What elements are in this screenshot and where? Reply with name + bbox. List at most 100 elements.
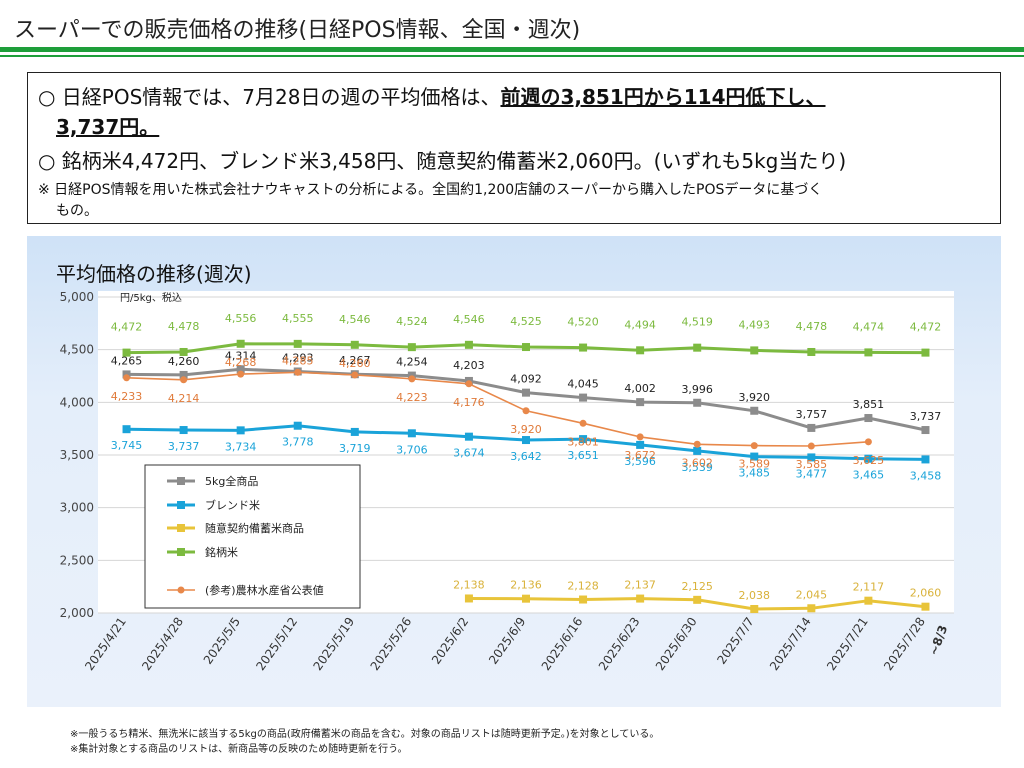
series-point-4: [180, 376, 188, 384]
title-rule-thin: [0, 55, 1024, 57]
data-label-2: 2,128: [567, 580, 599, 593]
footnote-2: ※集計対象とする商品のリストは、新商品等の反映のため随時更新を行う。: [70, 744, 408, 755]
series-point-4: [237, 370, 245, 378]
data-label-0: 4,045: [567, 378, 599, 391]
data-label-3: 4,525: [510, 315, 542, 328]
data-label-4: 4,214: [168, 392, 200, 405]
data-label-2: 2,045: [796, 588, 828, 601]
data-label-0: 4,293: [282, 351, 314, 364]
y-tick-label: 3,500: [60, 448, 94, 462]
series-point-0: [750, 406, 759, 415]
data-label-1: 3,719: [339, 442, 371, 455]
data-label-3: 4,524: [396, 315, 428, 328]
legend-swatch-marker: [177, 477, 185, 485]
data-label-0: 3,996: [681, 383, 713, 396]
series-point-2: [636, 594, 645, 603]
data-label-1: 3,539: [681, 461, 713, 474]
series-point-3: [179, 347, 188, 356]
series-point-3: [122, 348, 131, 357]
data-label-4: 4,176: [453, 396, 485, 409]
series-point-4: [351, 371, 359, 379]
data-label-2: 2,137: [624, 579, 656, 592]
series-point-1: [579, 435, 588, 444]
chart-panel-title: 平均価格の推移(週次): [56, 262, 252, 286]
data-label-3: 4,474: [853, 320, 885, 333]
series-point-2: [807, 604, 816, 613]
series-point-0: [636, 398, 645, 407]
data-label-4: 3,585: [796, 458, 828, 471]
summary-line-1-text: ○ 日経POS情報では、7月28日の週の平均価格は、: [38, 85, 501, 109]
series-point-1: [350, 427, 359, 436]
series-point-3: [579, 343, 588, 352]
legend-label: ブレンド米: [205, 498, 260, 512]
data-label-4: 3,672: [624, 449, 656, 462]
data-label-1: 3,737: [168, 440, 200, 453]
data-label-4: 4,260: [339, 357, 371, 370]
series-point-4: [408, 375, 416, 383]
summary-note-line-2: もの。: [56, 203, 98, 219]
data-label-1: 3,651: [567, 449, 599, 462]
data-label-0: 3,757: [796, 408, 828, 421]
series-point-0: [921, 426, 930, 435]
data-label-4: 3,589: [739, 458, 771, 471]
x-tick-label: 2025/6/2: [429, 615, 471, 667]
data-label-3: 4,494: [624, 318, 656, 331]
series-point-1: [864, 454, 873, 463]
x-tick-label: 2025/7/28: [881, 615, 928, 673]
data-label-2: 2,136: [510, 579, 542, 592]
data-label-1: 3,596: [624, 455, 656, 468]
data-label-4: 3,625: [853, 454, 885, 467]
series-point-4: [807, 442, 815, 450]
data-label-0: 4,265: [111, 354, 143, 367]
y-tick-label: 3,000: [60, 501, 94, 515]
data-label-3: 4,519: [681, 316, 713, 329]
series-point-3: [921, 348, 930, 357]
data-label-2: 2,125: [681, 580, 713, 593]
data-label-1: 3,745: [111, 439, 143, 452]
x-tick-label: 2025/6/23: [596, 615, 643, 673]
series-point-4: [294, 368, 302, 376]
legend-swatch-marker: [177, 501, 185, 509]
legend-label: 随意契約備蓄米商品: [205, 521, 304, 535]
series-point-0: [864, 414, 873, 423]
summary-box: ○ 日経POS情報では、7月28日の週の平均価格は、前週の3,851円から114…: [27, 72, 1001, 224]
x-tick-label: 2025/5/12: [253, 615, 300, 673]
series-point-0: [179, 370, 188, 379]
series-point-2: [522, 594, 530, 603]
data-label-0: 3,737: [910, 410, 942, 423]
data-label-4: 4,285: [282, 354, 314, 367]
series-point-3: [293, 339, 302, 348]
series-point-1: [693, 446, 702, 455]
series-point-4: [465, 380, 473, 388]
series-point-1: [921, 455, 930, 464]
series-point-4: [864, 438, 872, 446]
series-point-0: [579, 393, 588, 402]
y-tick-label: 4,500: [60, 343, 94, 357]
series-point-0: [236, 365, 245, 374]
series-point-3: [693, 343, 702, 352]
series-point-0: [693, 398, 702, 407]
series-point-2: [693, 595, 702, 604]
series-point-4: [750, 442, 758, 450]
series-point-1: [807, 453, 816, 462]
series-point-1: [122, 425, 131, 434]
y-tick-label: 2,000: [60, 606, 94, 620]
data-label-0: 4,254: [396, 356, 428, 369]
summary-line-2: ○ 銘柄米4,472円、ブレンド米3,458円、随意契約備蓄米2,060円。(い…: [38, 149, 847, 173]
x-tick-label: 2025/4/28: [139, 615, 186, 673]
data-label-3: 4,478: [168, 320, 200, 333]
series-point-2: [864, 596, 873, 605]
x-tick-label: 2025/6/9: [486, 615, 528, 667]
data-label-3: 4,546: [339, 313, 371, 326]
series-point-4: [522, 407, 530, 415]
x-tick-label: 2025/7/14: [767, 615, 814, 673]
data-label-3: 4,555: [282, 312, 314, 325]
legend-label: 5kg全商品: [205, 474, 258, 488]
data-label-0: 4,203: [453, 359, 485, 372]
data-label-1: 3,734: [225, 440, 257, 453]
series-point-3: [864, 348, 873, 357]
y-tick-label: 5,000: [60, 290, 94, 304]
series-point-0: [807, 423, 816, 432]
x-tick-label: 2025/7/7: [714, 615, 756, 667]
